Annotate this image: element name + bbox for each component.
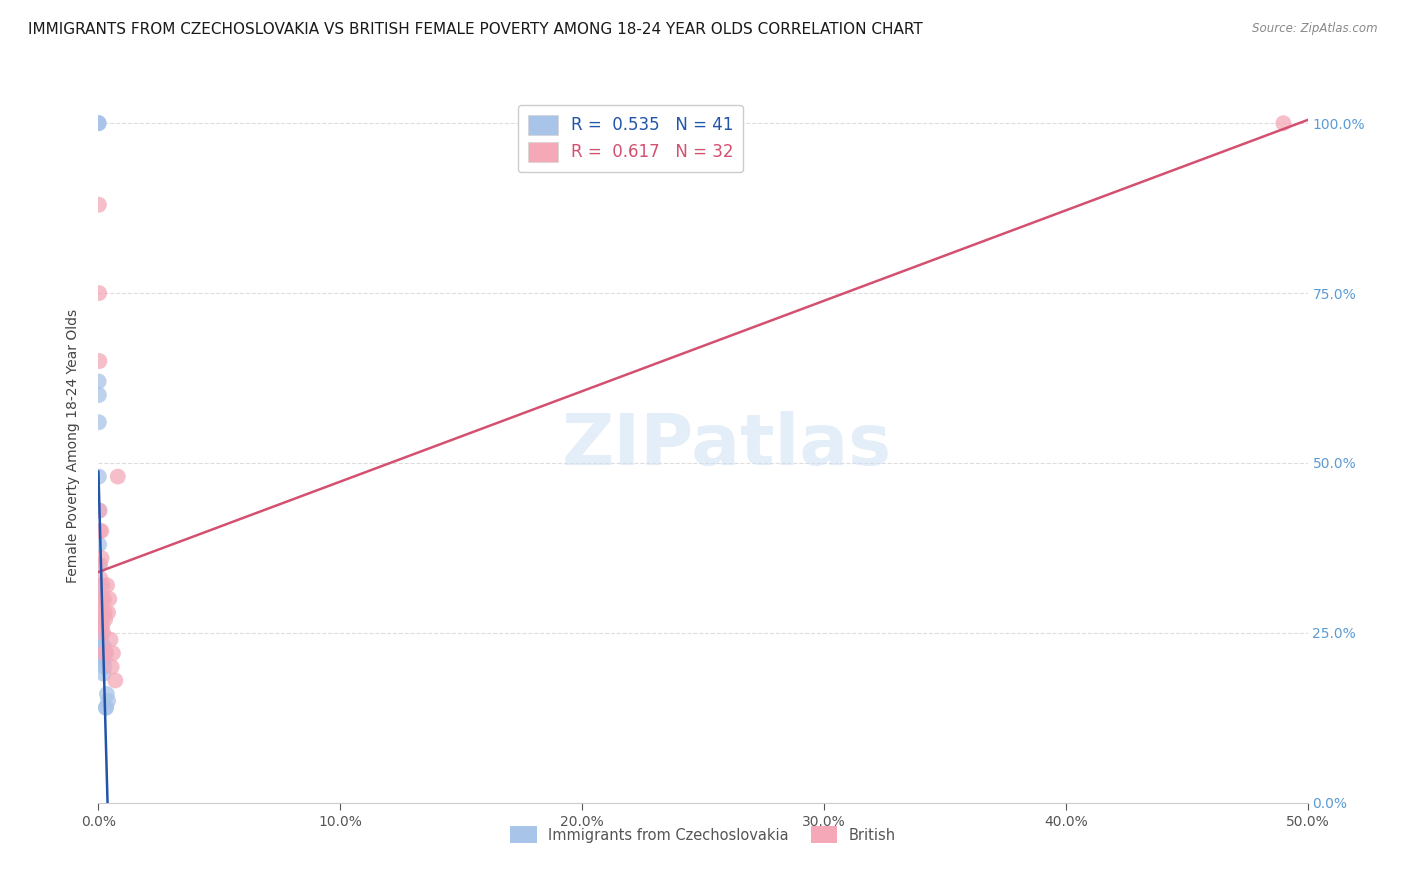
Point — [89, 503, 111, 517]
Point — [87, 198, 110, 212]
Point — [90, 591, 112, 606]
Point — [93, 606, 115, 620]
Point — [90, 551, 112, 566]
Point — [90, 612, 112, 626]
Point — [104, 673, 127, 688]
Point — [93, 653, 115, 667]
Point — [89, 619, 111, 633]
Point — [93, 591, 115, 606]
Point — [94, 646, 117, 660]
Legend: Immigrants from Czechoslovakia, British: Immigrants from Czechoslovakia, British — [505, 821, 901, 849]
Point — [89, 572, 111, 586]
Point — [91, 640, 114, 654]
Point — [91, 626, 114, 640]
Point — [90, 591, 112, 606]
Point — [89, 503, 111, 517]
Point — [89, 606, 111, 620]
Point — [90, 612, 112, 626]
Point — [91, 578, 114, 592]
Point — [96, 687, 118, 701]
Text: Source: ZipAtlas.com: Source: ZipAtlas.com — [1253, 22, 1378, 36]
Y-axis label: Female Poverty Among 18-24 Year Olds: Female Poverty Among 18-24 Year Olds — [66, 309, 80, 583]
Point — [91, 646, 114, 660]
Point — [91, 612, 114, 626]
Point — [90, 653, 112, 667]
Point — [90, 626, 112, 640]
Point — [90, 524, 112, 538]
Point — [93, 660, 115, 674]
Point — [91, 653, 114, 667]
Point — [91, 646, 114, 660]
Point — [87, 375, 110, 389]
Point — [107, 469, 129, 483]
Point — [91, 653, 114, 667]
Point — [87, 415, 110, 429]
Point — [91, 606, 114, 620]
Point — [90, 591, 112, 606]
Point — [89, 578, 111, 592]
Point — [89, 286, 111, 301]
Point — [96, 700, 118, 714]
Point — [93, 666, 115, 681]
Point — [1272, 116, 1295, 130]
Point — [87, 388, 110, 402]
Point — [90, 640, 112, 654]
Point — [97, 606, 120, 620]
Point — [91, 619, 114, 633]
Point — [89, 646, 111, 660]
Point — [87, 116, 110, 130]
Point — [91, 606, 114, 620]
Point — [90, 646, 112, 660]
Point — [93, 646, 115, 660]
Point — [94, 612, 117, 626]
Point — [89, 646, 111, 660]
Point — [90, 632, 112, 647]
Point — [89, 558, 111, 572]
Text: ZIPatlas: ZIPatlas — [562, 411, 893, 481]
Point — [101, 646, 124, 660]
Point — [87, 116, 110, 130]
Point — [89, 537, 111, 551]
Point — [89, 632, 111, 647]
Point — [89, 619, 111, 633]
Point — [89, 558, 111, 572]
Point — [87, 469, 110, 483]
Point — [89, 524, 111, 538]
Point — [96, 578, 118, 592]
Point — [100, 660, 122, 674]
Point — [89, 354, 111, 368]
Point — [96, 646, 118, 660]
Point — [91, 591, 114, 606]
Point — [87, 116, 110, 130]
Point — [89, 640, 111, 654]
Text: IMMIGRANTS FROM CZECHOSLOVAKIA VS BRITISH FEMALE POVERTY AMONG 18-24 YEAR OLDS C: IMMIGRANTS FROM CZECHOSLOVAKIA VS BRITIS… — [28, 22, 922, 37]
Point — [93, 640, 115, 654]
Point — [100, 632, 122, 647]
Point — [94, 700, 117, 714]
Point — [98, 591, 121, 606]
Point — [97, 694, 120, 708]
Point — [89, 632, 111, 647]
